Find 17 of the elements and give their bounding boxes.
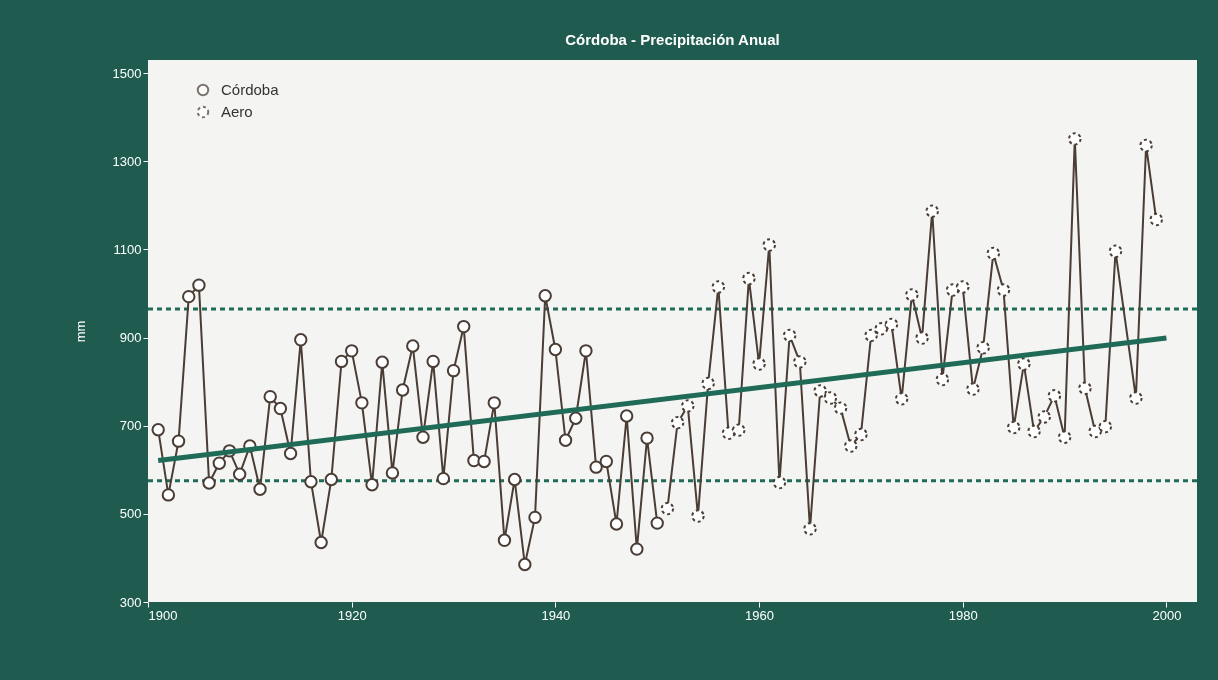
y-tick-label: 1100 bbox=[113, 241, 142, 257]
y-tick-label: 700 bbox=[119, 418, 142, 434]
x-tick-label: 2000 bbox=[1152, 607, 1182, 623]
y-tick-label: 1300 bbox=[112, 153, 142, 169]
x-tick-label: 1920 bbox=[337, 607, 367, 623]
x-tick-label: 1900 bbox=[148, 607, 178, 623]
y-tick-label: 500 bbox=[119, 506, 142, 522]
y-axis-title: mm bbox=[72, 320, 88, 343]
legend-label: Córdoba bbox=[221, 81, 280, 98]
x-tick-label: 1940 bbox=[541, 607, 571, 623]
y-tick-label: 1500 bbox=[112, 65, 142, 81]
chart-title: Córdoba - Precipitación Anual bbox=[565, 31, 780, 48]
x-tick-label: 1980 bbox=[948, 607, 978, 623]
legend-label: Aero bbox=[221, 103, 253, 120]
y-tick-label: 900 bbox=[119, 330, 142, 346]
y-tick-label: 300 bbox=[119, 594, 142, 610]
x-tick-label: 1960 bbox=[745, 607, 775, 623]
